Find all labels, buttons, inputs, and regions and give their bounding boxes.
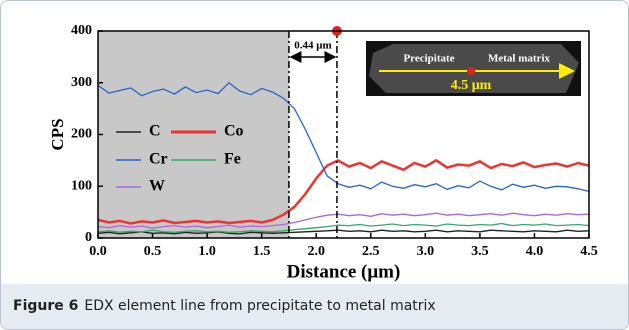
inset-left-label: Precipitate xyxy=(403,53,454,65)
y-axis-label: CPS xyxy=(48,118,67,150)
chart: 0 100 200 300 400 0.0 0.5 1.0 1.5 2.0 2.5 3.0 3.5 4.0… xyxy=(1,1,628,284)
x-tick-label: 3.0 xyxy=(417,244,435,259)
caption: Figure 6 EDX element line from precipitat… xyxy=(1,284,628,329)
inset-scale: 4.5 μm xyxy=(451,78,492,93)
x-tick-label: 4.0 xyxy=(526,244,544,259)
boundary-label: 0.44 μm xyxy=(294,40,331,52)
caption-text: EDX element line from precipitate to met… xyxy=(84,298,435,314)
y-tick-label: 100 xyxy=(71,178,92,193)
legend-label: Cr xyxy=(149,151,168,168)
y-tick-label: 300 xyxy=(71,75,92,90)
legend-label: W xyxy=(149,178,165,195)
y-tick-label: 0 xyxy=(85,230,92,245)
x-tick-label: 1.5 xyxy=(253,244,271,259)
inset-point xyxy=(467,67,475,75)
precipitate-region xyxy=(98,31,289,238)
x-tick-label: 0.0 xyxy=(89,244,107,259)
x-tick-label: 1.0 xyxy=(198,244,216,259)
y-tick-label: 200 xyxy=(71,127,92,142)
x-tick-label: 4.5 xyxy=(580,244,598,259)
legend-label: C xyxy=(149,123,161,140)
legend-label: Co xyxy=(224,123,244,140)
x-axis-label: Distance (μm) xyxy=(287,261,401,282)
x-tick-label: 3.5 xyxy=(471,244,489,259)
x-tick-label: 2.0 xyxy=(307,244,325,259)
y-tick-label: 400 xyxy=(71,23,92,38)
figure: 0 100 200 300 400 0.0 0.5 1.0 1.5 2.0 2.5 3.0 3.5 4.0… xyxy=(0,0,629,330)
x-tick-label: 0.5 xyxy=(144,244,162,259)
caption-label: Figure 6 xyxy=(13,298,78,314)
inset-right-label: Metal matrix xyxy=(488,53,550,65)
x-tick-label: 2.5 xyxy=(362,244,380,259)
legend-label: Fe xyxy=(224,151,241,168)
